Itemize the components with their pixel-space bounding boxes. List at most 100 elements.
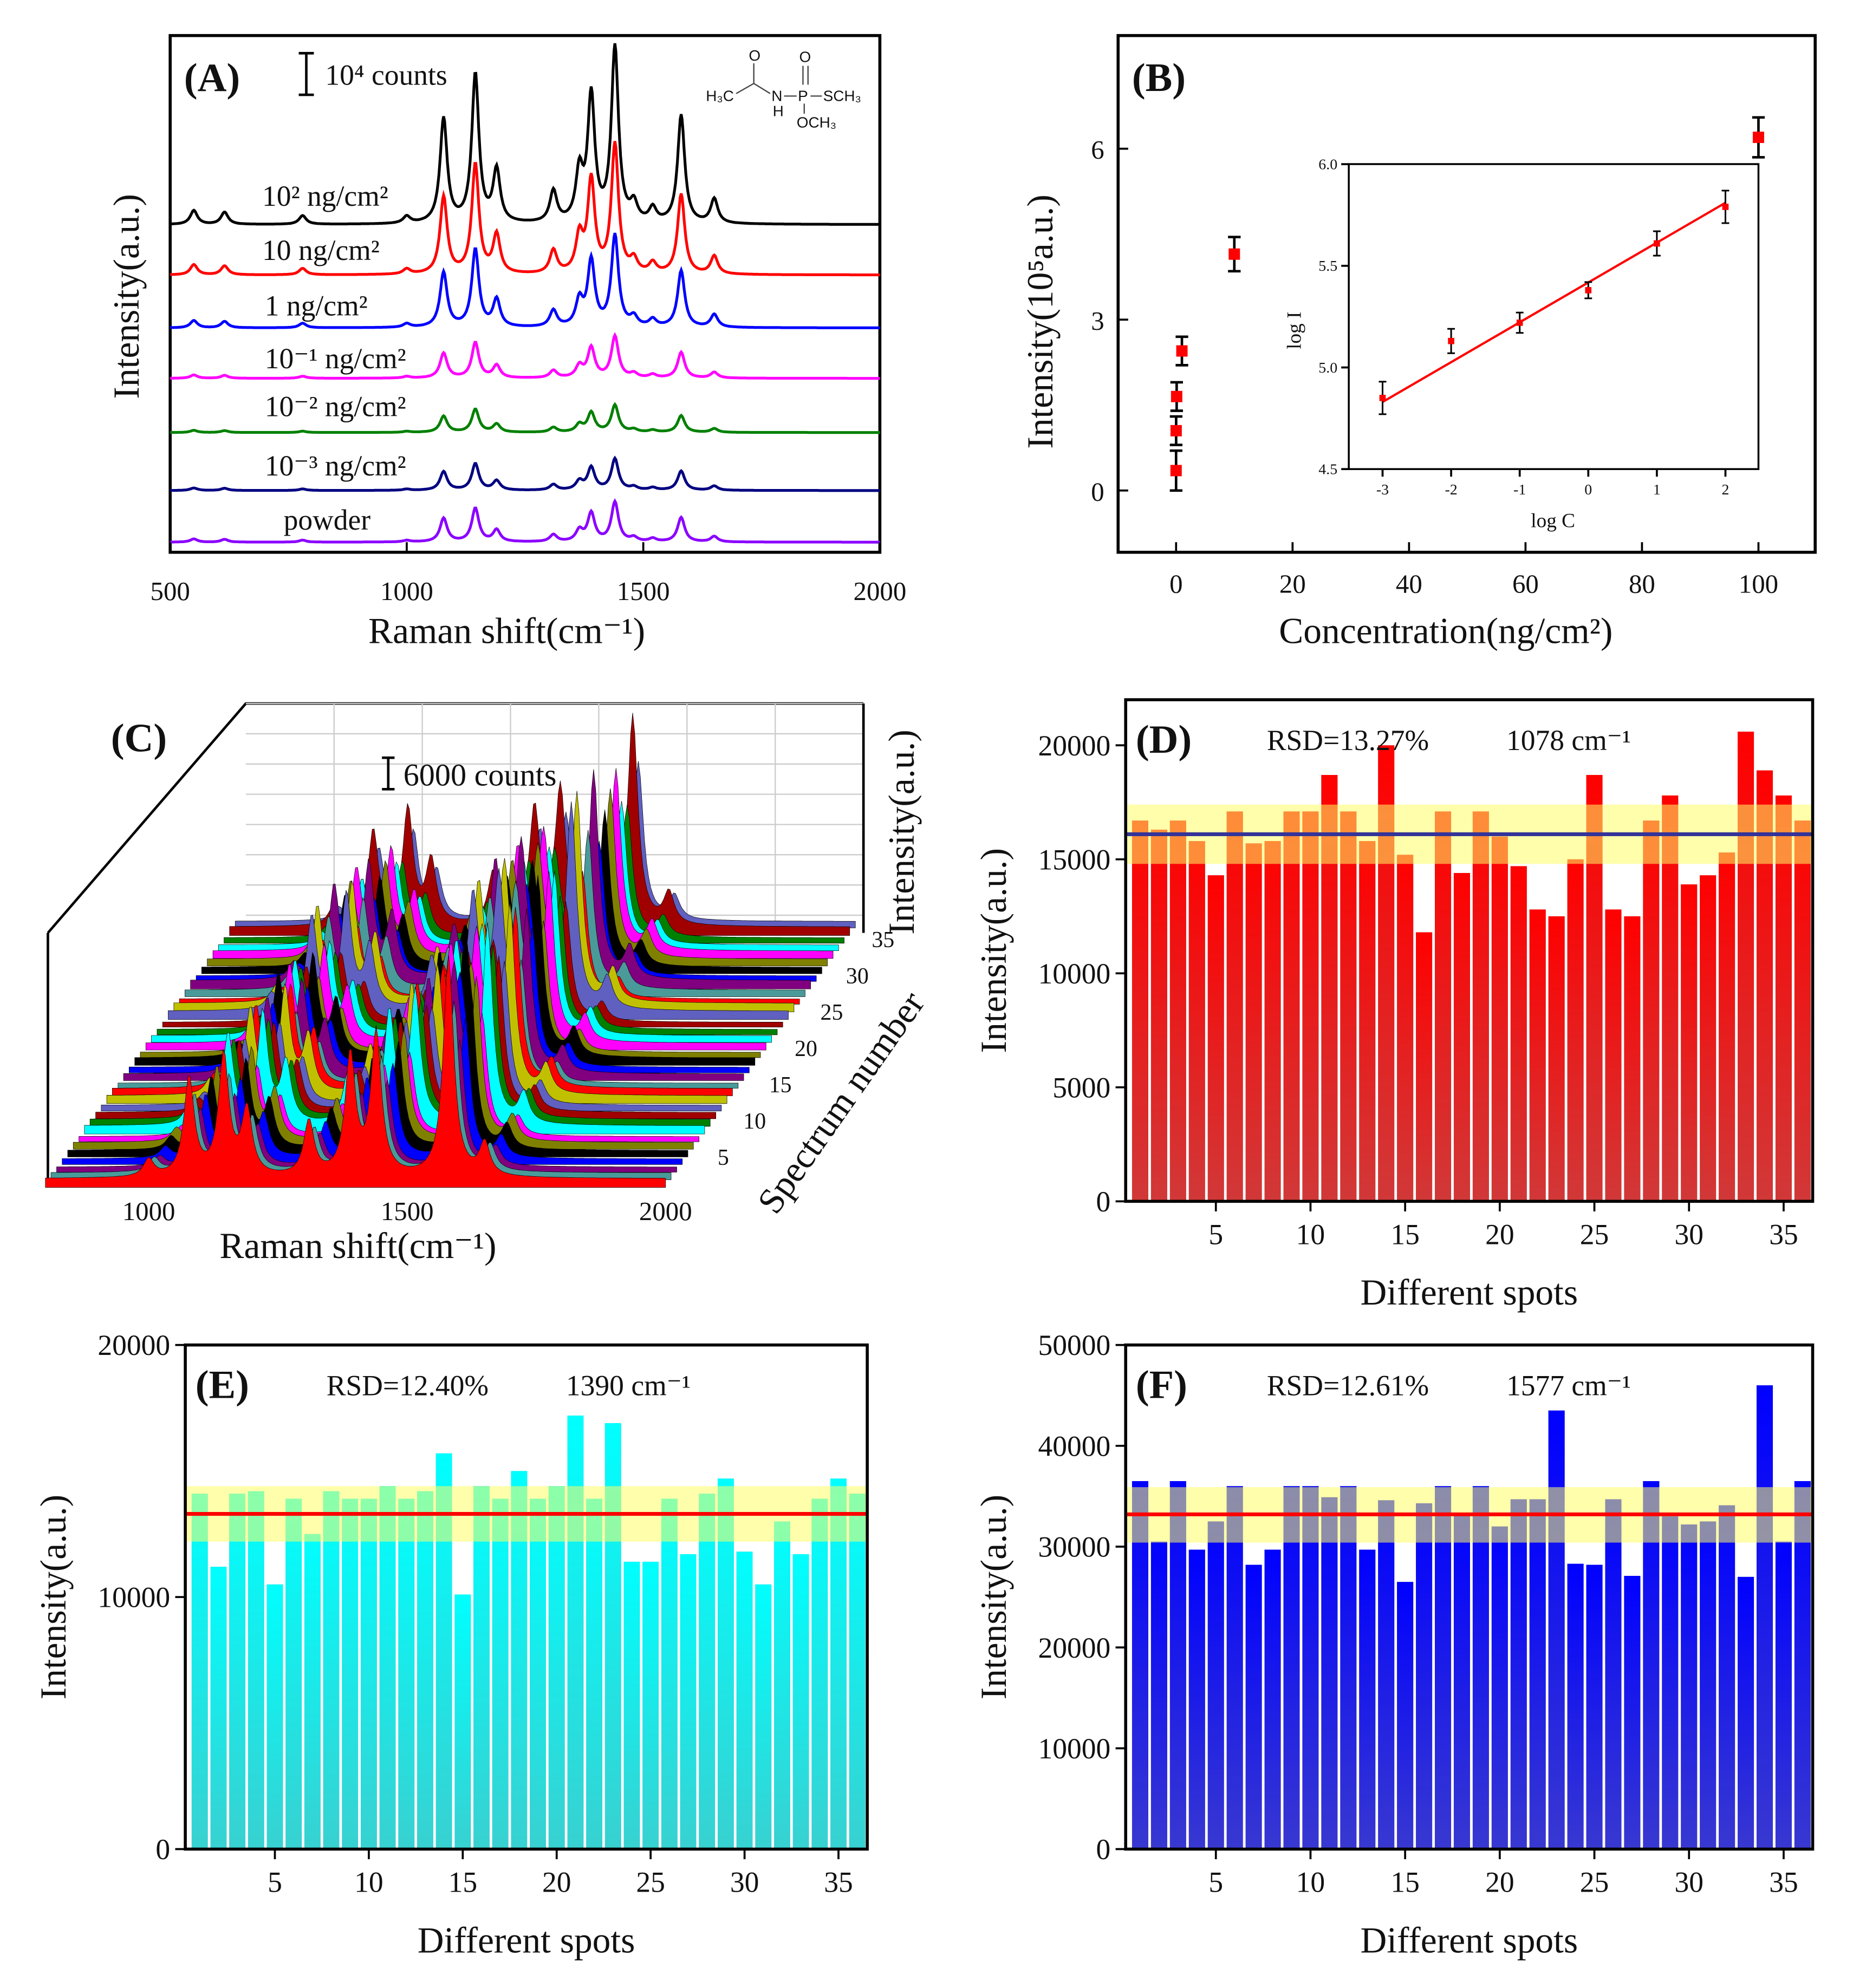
x-tick-label: 35 bbox=[1769, 1866, 1798, 1899]
data-point bbox=[1170, 425, 1182, 436]
inset-frame bbox=[1348, 163, 1760, 470]
spectrum-line bbox=[170, 232, 880, 329]
bar bbox=[1264, 841, 1281, 1202]
x-tick-label: 5 bbox=[268, 1866, 282, 1899]
spectrum-label: powder bbox=[284, 504, 371, 536]
peak-annotation: 1390 cm⁻¹ bbox=[566, 1370, 691, 1402]
data-point bbox=[1171, 390, 1182, 402]
bar bbox=[1397, 1582, 1414, 1849]
panel-f: 0 10000 20000 30000 40000 50000 5 10 15 20 25 30 35 (… bbox=[973, 1329, 1815, 1960]
bar bbox=[774, 1521, 790, 1849]
x-tick-label: 30 bbox=[1674, 1218, 1704, 1250]
bar bbox=[1643, 820, 1660, 1202]
spectrum-label: 10 ng/cm² bbox=[262, 234, 380, 266]
molecule-structure: H₃C O N H P O SCH₃ OCH₃ bbox=[706, 47, 861, 131]
y-tick-label: 40000 bbox=[1038, 1430, 1110, 1462]
bar bbox=[1226, 1486, 1243, 1849]
chem-h: H bbox=[773, 103, 784, 120]
bar bbox=[342, 1498, 359, 1849]
x-tick-label: 20 bbox=[1485, 1866, 1514, 1899]
chem-n: N bbox=[771, 88, 782, 105]
peak-annotation: 1577 cm⁻¹ bbox=[1506, 1370, 1631, 1402]
bar bbox=[1283, 811, 1300, 1202]
bar bbox=[1169, 820, 1186, 1202]
bar bbox=[1738, 1576, 1754, 1849]
bar bbox=[1719, 1505, 1735, 1849]
y-tick-label: 0 bbox=[1096, 1185, 1111, 1218]
y-tick-label: 50000 bbox=[1038, 1329, 1110, 1361]
bar bbox=[323, 1491, 340, 1849]
bar bbox=[1188, 1549, 1205, 1849]
panel-a-ylabel: Intensity(a.u.) bbox=[106, 194, 147, 399]
z-tick-label: 25 bbox=[821, 1000, 843, 1025]
bar bbox=[1756, 1385, 1773, 1849]
bar bbox=[1681, 1524, 1698, 1849]
x-axis-label: Different spots bbox=[418, 1920, 635, 1960]
bar bbox=[1453, 1514, 1470, 1849]
bar bbox=[1416, 932, 1433, 1202]
spectrum-label: 1 ng/cm² bbox=[265, 289, 368, 322]
bar bbox=[1624, 916, 1641, 1202]
bar bbox=[1188, 841, 1205, 1202]
x-tick-label: 1000 bbox=[122, 1196, 175, 1226]
bar bbox=[1662, 1516, 1679, 1849]
z-tick-label: 10 bbox=[743, 1109, 766, 1134]
inset-ylabel: log I bbox=[1284, 312, 1306, 349]
bar bbox=[699, 1494, 716, 1849]
y-tick-label: 6 bbox=[1091, 135, 1104, 165]
y-tick-label: 20000 bbox=[1038, 729, 1110, 762]
y-tick-label: 20000 bbox=[1038, 1632, 1110, 1664]
bar bbox=[1605, 909, 1622, 1202]
x-tick-label: 5 bbox=[1208, 1218, 1223, 1250]
bar bbox=[1245, 1565, 1262, 1849]
bar bbox=[492, 1498, 509, 1849]
y-tick-label: 5000 bbox=[1052, 1071, 1110, 1104]
bar bbox=[210, 1567, 227, 1849]
y-tick-label: 10000 bbox=[1038, 957, 1110, 990]
bar bbox=[1434, 1486, 1452, 1849]
panel-label: (F) bbox=[1136, 1363, 1187, 1407]
bar bbox=[1416, 1503, 1433, 1849]
rsd-annotation: RSD=13.27% bbox=[1267, 724, 1429, 757]
x-tick-label: 500 bbox=[151, 576, 190, 606]
panel-label: (E) bbox=[196, 1363, 249, 1407]
chem-o2: O bbox=[799, 49, 811, 66]
x-axis-label: Different spots bbox=[1361, 1920, 1578, 1960]
y-tick-label: 0 bbox=[1091, 477, 1104, 506]
axis-3d bbox=[47, 702, 864, 934]
inset-y-tick-label: 4.5 bbox=[1318, 461, 1337, 478]
bar bbox=[304, 1534, 321, 1849]
x-tick-label: 100 bbox=[1739, 569, 1778, 598]
x-tick-label: 25 bbox=[1580, 1218, 1609, 1250]
panel-a: (A) 10⁴ counts H₃C O N H P O SCH₃ OCH₃ 1… bbox=[106, 34, 906, 651]
y-axis-label: Intensity(a.u.) bbox=[33, 1495, 74, 1699]
panel-e: 0 10000 20000 5 10 15 20 25 30 35 (E) RSD=12.40% 139… bbox=[33, 1329, 869, 1960]
bar bbox=[1434, 811, 1452, 1202]
x-tick-label: 10 bbox=[354, 1866, 383, 1899]
inset-plot: -3 -2 -1 0 1 2 4.5 5.0 5.5 6.0 bbox=[1318, 156, 1730, 498]
bar bbox=[1605, 1499, 1622, 1849]
bar bbox=[285, 1498, 302, 1849]
bar bbox=[1567, 859, 1584, 1202]
bar bbox=[1719, 852, 1735, 1202]
bar bbox=[1624, 1575, 1641, 1849]
bar bbox=[1283, 1486, 1300, 1849]
bar bbox=[1472, 1486, 1489, 1849]
bar bbox=[417, 1491, 433, 1849]
bar bbox=[1510, 1499, 1527, 1849]
bar bbox=[1302, 1486, 1319, 1849]
bar bbox=[1340, 811, 1357, 1202]
bar bbox=[266, 1584, 283, 1849]
panel-a-x-ticks: 500 1000 1500 2000 bbox=[151, 542, 906, 606]
chem-p: P bbox=[798, 88, 808, 105]
bar bbox=[1794, 820, 1811, 1202]
data-point bbox=[1176, 345, 1188, 357]
inset-x-tick-label: -3 bbox=[1376, 481, 1389, 498]
inset-y-tick-label: 5.0 bbox=[1318, 360, 1337, 376]
bar bbox=[1775, 1541, 1792, 1849]
bar bbox=[1245, 843, 1262, 1202]
panel-b-ylabel: Intensity(10⁵a.u.) bbox=[1020, 194, 1061, 448]
x-tick-label: 20 bbox=[542, 1866, 571, 1899]
